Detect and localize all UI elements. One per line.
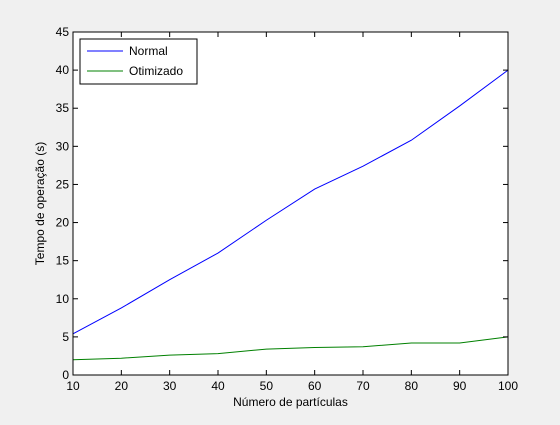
x-tick-label: 30 xyxy=(163,379,177,393)
axes-box xyxy=(72,31,509,376)
x-tick-label: 40 xyxy=(211,379,225,393)
y-tick-label: 40 xyxy=(56,63,70,77)
legend-label-normal: Normal xyxy=(129,44,168,58)
tick-layer: 10 20 30 40 50 60 70 80 90 100 0 5 10 15 20 25 30 35 40 45 xyxy=(56,25,519,393)
y-tick-label: 45 xyxy=(56,25,70,39)
x-tick-label: 10 xyxy=(66,379,80,393)
series-line-otimizado xyxy=(72,336,509,361)
y-tick-label: 0 xyxy=(62,368,69,382)
y-tick-label: 30 xyxy=(56,139,70,153)
x-tick-label: 100 xyxy=(498,379,518,393)
legend: Normal Otimizado xyxy=(79,38,198,85)
y-axis-label: Tempo de operação (s) xyxy=(33,142,47,265)
series-line-normal xyxy=(72,69,509,335)
plot-area xyxy=(73,32,508,375)
y-tick-label: 15 xyxy=(56,254,70,268)
y-tick-label: 10 xyxy=(56,292,70,306)
x-tick-label: 70 xyxy=(356,379,370,393)
y-tick-label: 25 xyxy=(56,177,70,191)
x-tick-label: 80 xyxy=(405,379,419,393)
legend-box xyxy=(79,38,198,85)
y-tick-label: 35 xyxy=(56,101,70,115)
x-tick-label: 50 xyxy=(260,379,274,393)
x-axis-label: Número de partículas xyxy=(233,395,348,409)
series-layer xyxy=(72,69,509,361)
x-tick-label: 90 xyxy=(453,379,467,393)
y-tick-label: 20 xyxy=(56,216,70,230)
legend-label-otimizado: Otimizado xyxy=(129,64,183,78)
y-tick-label: 5 xyxy=(62,330,69,344)
x-tick-label: 60 xyxy=(308,379,322,393)
x-tick-label: 20 xyxy=(115,379,129,393)
